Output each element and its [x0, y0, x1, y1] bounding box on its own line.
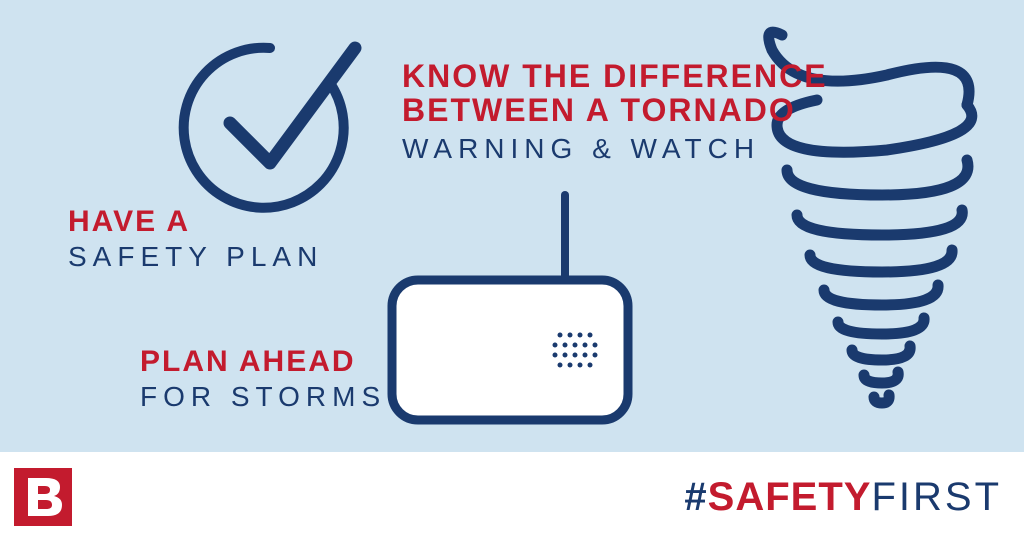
tip2-bold-line2: BETWEEN A TORNADO [402, 94, 828, 128]
tip-plan-ahead: PLAN AHEAD FOR STORMS [140, 345, 386, 413]
radio-icon [380, 185, 640, 435]
tip3-bold: PLAN AHEAD [140, 345, 386, 379]
tip-tornado-difference: KNOW THE DIFFERENCE BETWEEN A TORNADO WA… [402, 60, 828, 165]
tip2-light: WARNING & WATCH [402, 133, 828, 165]
tip1-bold: HAVE A [68, 205, 323, 239]
tip2-bold-line1: KNOW THE DIFFERENCE [402, 60, 828, 94]
brand-logo [14, 468, 72, 526]
tip3-light: FOR STORMS [140, 381, 386, 413]
hashtag-symbol: # [684, 475, 707, 519]
tip-safety-plan: HAVE A SAFETY PLAN [68, 205, 323, 273]
checkmark-circle-icon [170, 28, 370, 228]
tip1-light: SAFETY PLAN [68, 241, 323, 273]
footer-bar: #SAFETYFIRST [0, 461, 1024, 533]
hashtag-light: FIRST [871, 475, 1002, 519]
hashtag-bold: SAFETY [708, 475, 872, 519]
hashtag-safety-first: #SAFETYFIRST [684, 475, 1002, 520]
infographic-page: HAVE A SAFETY PLAN KNOW THE DIFFERENCE B… [0, 0, 1024, 538]
